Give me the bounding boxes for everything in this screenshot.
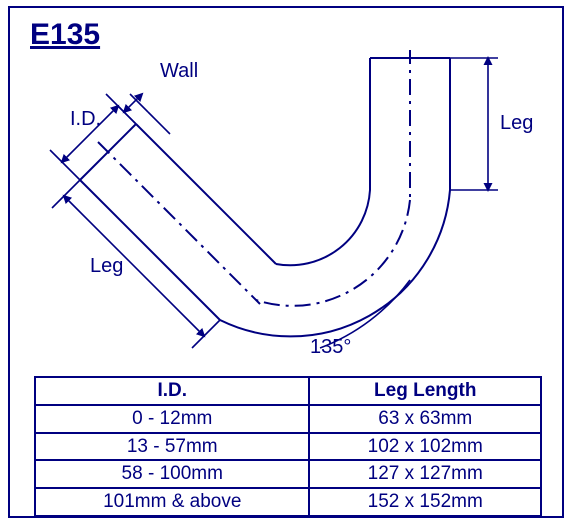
label-wall: Wall (160, 60, 198, 83)
cell: 58 - 100mm (35, 460, 309, 488)
diagram (20, 50, 550, 360)
label-leg-right: Leg (500, 112, 533, 135)
label-angle: 135° (310, 336, 351, 359)
col-header-id: I.D. (35, 377, 309, 405)
table-row: 0 - 12mm 63 x 63mm (35, 405, 541, 433)
col-header-leg: Leg Length (309, 377, 541, 405)
cell: 152 x 152mm (309, 488, 541, 516)
spec-table: I.D. Leg Length 0 - 12mm 63 x 63mm 13 - … (34, 376, 542, 517)
cell: 63 x 63mm (309, 405, 541, 433)
label-id: I.D. (70, 108, 101, 131)
table-row: 58 - 100mm 127 x 127mm (35, 460, 541, 488)
cell: 101mm & above (35, 488, 309, 516)
table-row: 13 - 57mm 102 x 102mm (35, 433, 541, 461)
table-row: 101mm & above 152 x 152mm (35, 488, 541, 516)
cell: 127 x 127mm (309, 460, 541, 488)
table-header-row: I.D. Leg Length (35, 377, 541, 405)
cell: 102 x 102mm (309, 433, 541, 461)
cell: 0 - 12mm (35, 405, 309, 433)
label-leg-left: Leg (90, 255, 123, 278)
cell: 13 - 57mm (35, 433, 309, 461)
part-title: E135 (30, 18, 100, 52)
